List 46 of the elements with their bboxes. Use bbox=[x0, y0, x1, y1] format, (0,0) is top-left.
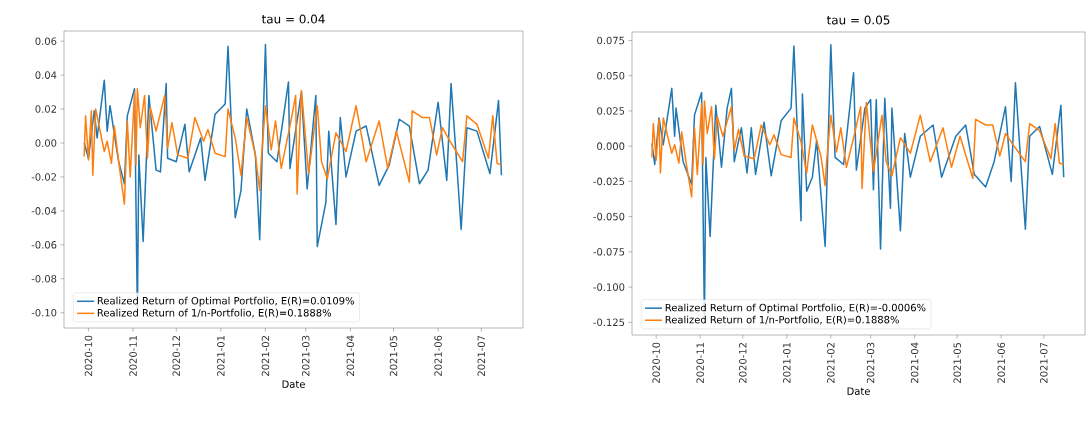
x-tick-label: 2020-12 bbox=[739, 343, 747, 383]
y-tick-label: 0.00 bbox=[35, 139, 57, 147]
x-tick-label: 2020-10 bbox=[652, 342, 660, 383]
x-tick-label: 2021-04 bbox=[346, 335, 355, 376]
legend-label: Realized Return of 1/n-Portfolio, E(R)=0.1888% bbox=[665, 315, 899, 325]
x-tick-label: 2020-12 bbox=[172, 336, 181, 376]
legend-label: Realized Return of Optimal Portfolio, E(R)=-0.0006% bbox=[665, 303, 926, 314]
y-tick-label: 0.02 bbox=[35, 105, 56, 113]
x-axis-title: Date bbox=[282, 380, 305, 388]
y-tick-label: 0.000 bbox=[597, 142, 625, 150]
x-tick-label: 2021-02 bbox=[261, 336, 270, 376]
x-axis-title: Date bbox=[847, 387, 870, 395]
x-tick-label: 2020-11 bbox=[129, 335, 137, 376]
y-tick-label: -0.125 bbox=[593, 318, 625, 327]
y-tick-label: 0.04 bbox=[35, 71, 57, 79]
x-tick-label: 2021-05 bbox=[953, 342, 961, 383]
y-tick-label: -0.050 bbox=[593, 212, 625, 221]
y-tick-label: -0.025 bbox=[593, 177, 625, 186]
x-tick-label: 2021-03 bbox=[301, 335, 310, 376]
x-tick-label: 2021-04 bbox=[910, 342, 919, 383]
x-tick-label: 2021-01 bbox=[217, 335, 225, 376]
y-tick-label: -0.100 bbox=[593, 283, 625, 291]
y-tick-label: -0.06 bbox=[31, 241, 57, 249]
x-tick-label: 2021-07 bbox=[1040, 342, 1048, 383]
y-tick-label: 0.050 bbox=[597, 71, 625, 80]
x-tick-label: 2021-06 bbox=[997, 342, 1005, 383]
y-tick-label: 0.025 bbox=[597, 107, 625, 115]
x-tick-label: 2021-07 bbox=[477, 335, 486, 376]
chart-title: tau = 0.05 bbox=[826, 15, 890, 25]
x-tick-label: 2021-03 bbox=[866, 342, 875, 383]
y-tick-label: -0.10 bbox=[31, 308, 57, 317]
y-tick-label: -0.08 bbox=[31, 275, 57, 283]
x-tick-label: 2021-01 bbox=[783, 342, 791, 383]
legend-label: Realized Return of 1/n-Portfolio, E(R)=0.1888% bbox=[97, 308, 332, 318]
y-tick-label: 0.06 bbox=[35, 37, 57, 45]
x-tick-label: 2021-06 bbox=[434, 335, 442, 376]
legend-label: Realized Return of Optimal Portfolio, E(R)=0.0109% bbox=[97, 296, 354, 307]
y-tick-label: -0.02 bbox=[31, 173, 56, 181]
x-tick-label: 2020-11 bbox=[696, 342, 704, 383]
x-tick-label: 2021-02 bbox=[827, 343, 835, 383]
x-tick-label: 2020-10 bbox=[84, 335, 93, 376]
y-tick-label: -0.04 bbox=[31, 207, 57, 215]
y-tick-label: 0.075 bbox=[597, 36, 625, 45]
y-tick-label: -0.075 bbox=[593, 248, 625, 256]
chart-title: tau = 0.04 bbox=[261, 14, 325, 24]
x-tick-label: 2021-05 bbox=[389, 335, 398, 376]
